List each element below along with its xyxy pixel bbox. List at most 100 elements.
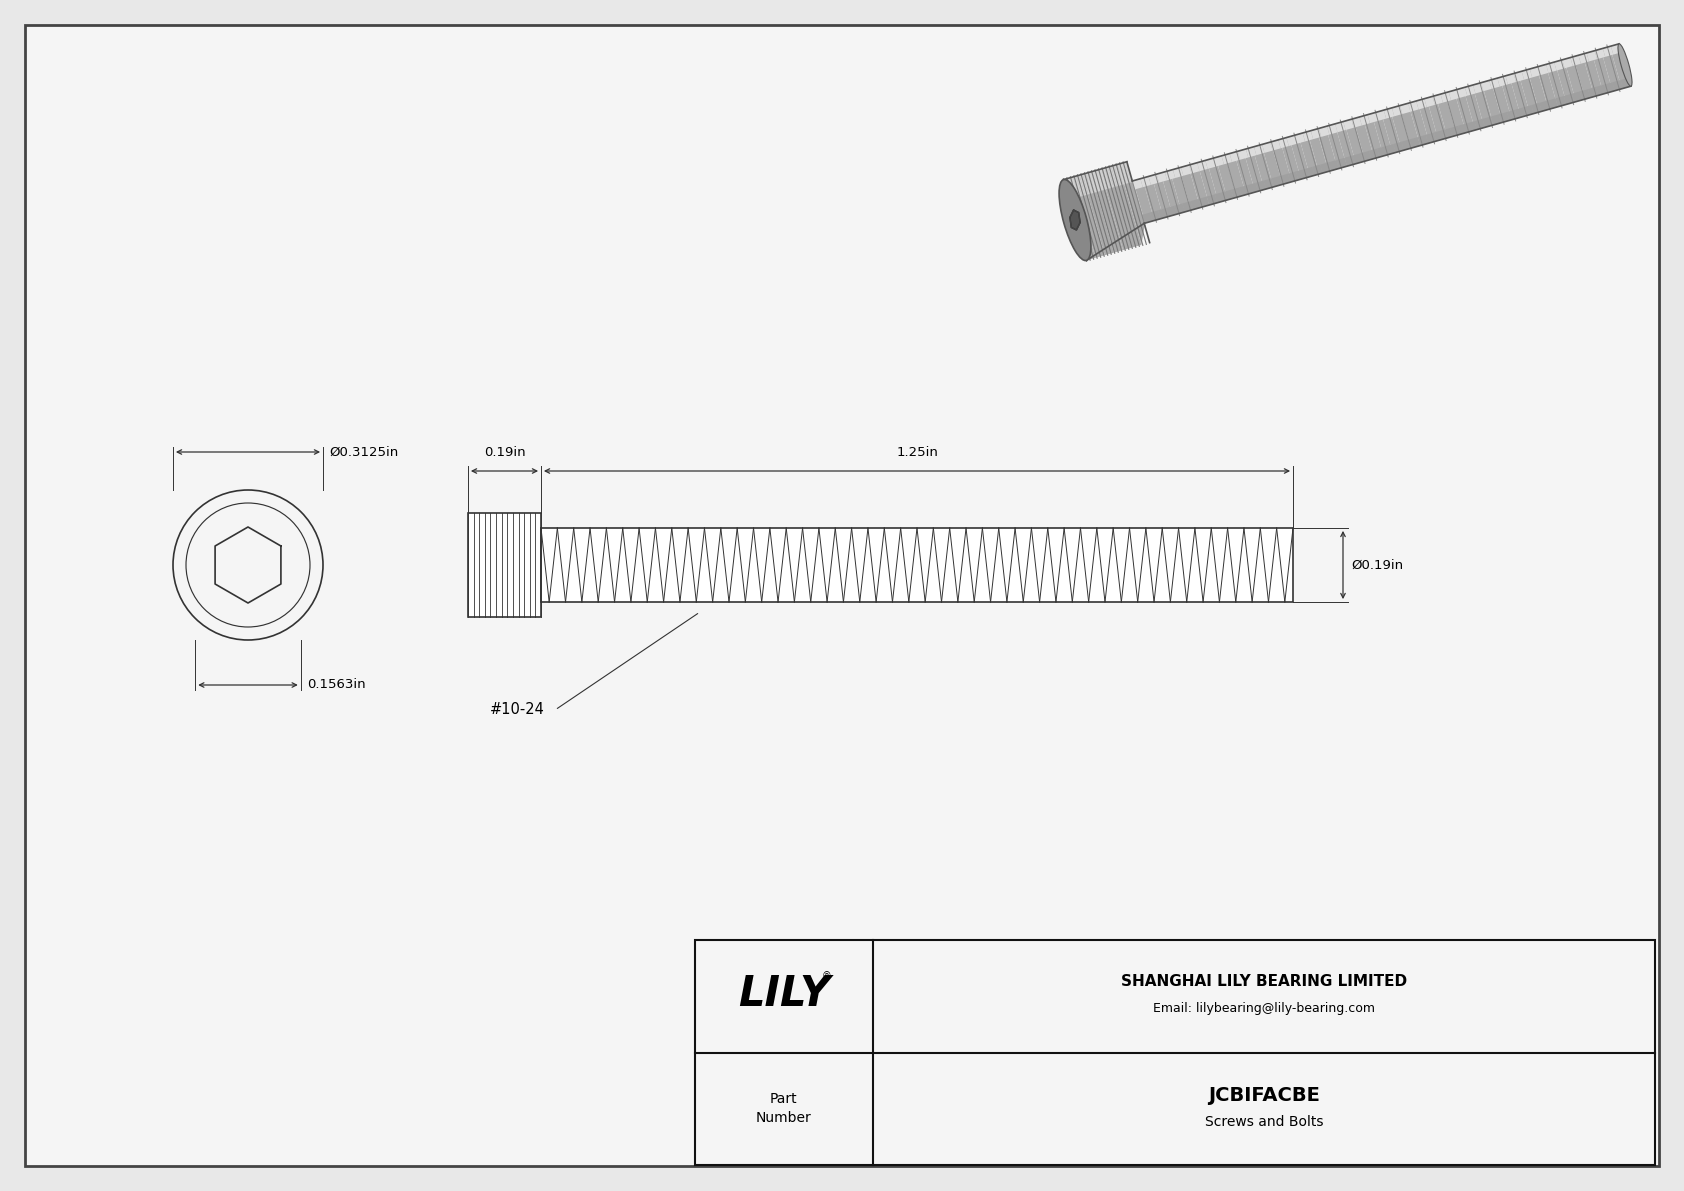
Polygon shape	[1073, 176, 1081, 198]
Polygon shape	[1287, 136, 1297, 146]
Polygon shape	[1081, 172, 1113, 255]
Polygon shape	[1076, 175, 1084, 197]
Polygon shape	[1197, 161, 1207, 172]
Polygon shape	[1073, 174, 1105, 257]
Text: JCBIFACBE: JCBIFACBE	[1207, 1086, 1320, 1105]
Polygon shape	[1620, 77, 1632, 88]
Bar	[468, 513, 541, 617]
Polygon shape	[1110, 164, 1142, 248]
Polygon shape	[1546, 62, 1566, 107]
Polygon shape	[1399, 104, 1411, 114]
Polygon shape	[1418, 135, 1428, 145]
Bar	[541, 528, 1293, 601]
Polygon shape	[1337, 157, 1347, 168]
Polygon shape	[1214, 192, 1226, 202]
Text: ®: ®	[822, 971, 832, 981]
Polygon shape	[1554, 60, 1576, 105]
Polygon shape	[1090, 172, 1098, 193]
Polygon shape	[1344, 119, 1366, 163]
Polygon shape	[1086, 173, 1095, 194]
Polygon shape	[1595, 49, 1605, 60]
Polygon shape	[1381, 108, 1401, 154]
Polygon shape	[1516, 107, 1526, 118]
Text: LILY: LILY	[738, 973, 830, 1015]
Polygon shape	[1465, 85, 1475, 95]
Polygon shape	[1458, 124, 1468, 135]
Polygon shape	[1367, 112, 1378, 123]
Polygon shape	[1064, 177, 1096, 261]
Polygon shape	[1214, 156, 1224, 167]
Polygon shape	[1564, 57, 1585, 101]
Polygon shape	[1123, 162, 1133, 183]
Polygon shape	[1537, 64, 1548, 75]
Polygon shape	[1556, 96, 1566, 107]
Polygon shape	[1207, 194, 1218, 205]
Polygon shape	[1378, 146, 1388, 157]
Polygon shape	[1118, 164, 1145, 245]
Polygon shape	[1271, 139, 1292, 185]
Polygon shape	[1320, 162, 1330, 173]
Text: 1.25in: 1.25in	[896, 445, 938, 459]
Polygon shape	[1490, 77, 1512, 123]
Text: Ø0.19in: Ø0.19in	[1351, 559, 1403, 572]
Polygon shape	[1098, 169, 1108, 191]
Polygon shape	[1445, 91, 1467, 136]
Polygon shape	[1079, 174, 1088, 195]
Polygon shape	[1369, 149, 1379, 160]
Polygon shape	[1199, 197, 1209, 207]
Polygon shape	[1329, 160, 1339, 170]
Polygon shape	[1206, 157, 1228, 202]
Polygon shape	[1319, 126, 1329, 137]
Bar	[695, 940, 1655, 1165]
Polygon shape	[1500, 75, 1521, 120]
Polygon shape	[1108, 167, 1116, 187]
Polygon shape	[1531, 102, 1543, 113]
Polygon shape	[1248, 183, 1258, 194]
Polygon shape	[1563, 57, 1573, 68]
Polygon shape	[1588, 87, 1598, 98]
Polygon shape	[1539, 100, 1549, 111]
Polygon shape	[1371, 111, 1393, 156]
Polygon shape	[1303, 167, 1315, 177]
Polygon shape	[1571, 92, 1583, 102]
Polygon shape	[1436, 93, 1457, 138]
Polygon shape	[1317, 126, 1337, 172]
Polygon shape	[1335, 121, 1346, 132]
Polygon shape	[1490, 114, 1500, 125]
Polygon shape	[1393, 106, 1403, 117]
Polygon shape	[1354, 117, 1374, 161]
Polygon shape	[1612, 80, 1623, 91]
Polygon shape	[1399, 104, 1420, 148]
Polygon shape	[1601, 46, 1622, 92]
Polygon shape	[1440, 92, 1452, 102]
Polygon shape	[1100, 167, 1132, 250]
Polygon shape	[1522, 69, 1532, 80]
Polygon shape	[1133, 179, 1154, 223]
Polygon shape	[1288, 135, 1310, 179]
Polygon shape	[1529, 67, 1541, 77]
Polygon shape	[1111, 166, 1120, 187]
Polygon shape	[1253, 144, 1273, 189]
Polygon shape	[1150, 211, 1160, 222]
Polygon shape	[1157, 172, 1167, 182]
Polygon shape	[1596, 85, 1607, 95]
Polygon shape	[1239, 185, 1250, 195]
Polygon shape	[1327, 124, 1337, 135]
Polygon shape	[1120, 163, 1130, 183]
Polygon shape	[1180, 166, 1192, 176]
Polygon shape	[1165, 206, 1177, 217]
Polygon shape	[1191, 199, 1201, 210]
Polygon shape	[1418, 98, 1438, 143]
Text: Ø0.3125in: Ø0.3125in	[328, 445, 397, 459]
Polygon shape	[1389, 106, 1411, 151]
Polygon shape	[1457, 87, 1467, 98]
Polygon shape	[1386, 144, 1396, 155]
Polygon shape	[1514, 71, 1524, 82]
Polygon shape	[1091, 169, 1123, 252]
Polygon shape	[1243, 148, 1265, 192]
Polygon shape	[1261, 142, 1283, 187]
Polygon shape	[1505, 74, 1516, 85]
Polygon shape	[1095, 170, 1105, 191]
Polygon shape	[1564, 94, 1575, 105]
Polygon shape	[1170, 168, 1191, 213]
